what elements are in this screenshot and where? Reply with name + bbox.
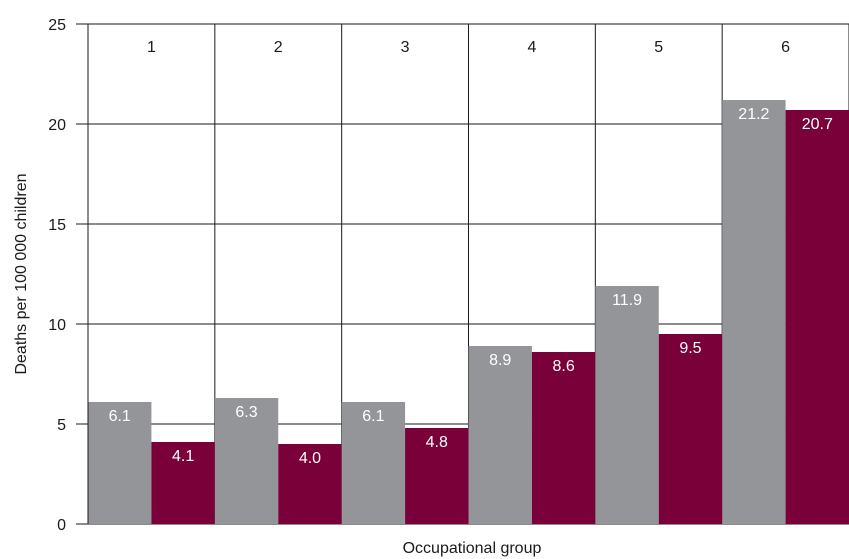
bar-value-label: 4.8 xyxy=(426,434,448,451)
group-label-2: 2 xyxy=(274,39,283,56)
bar-value-label: 4.1 xyxy=(172,448,194,465)
y-tick-label: 25 xyxy=(48,17,66,34)
bar-value-label: 8.6 xyxy=(553,358,575,375)
y-axis-title: Deaths per 100 000 children xyxy=(13,173,30,374)
bar-group3-series2 xyxy=(405,428,469,524)
bar-group4-series1 xyxy=(468,346,532,524)
bar-group4-series2 xyxy=(531,352,596,524)
bar-group2-series1 xyxy=(214,398,279,524)
bar-value-label: 6.3 xyxy=(235,404,257,421)
y-tick-label: 10 xyxy=(48,317,66,334)
group-label-6: 6 xyxy=(781,39,790,56)
group-label-3: 3 xyxy=(401,39,410,56)
bar-group5-series2 xyxy=(658,334,723,524)
bar-value-label: 8.9 xyxy=(489,352,511,369)
bar-value-label: 4.0 xyxy=(299,450,321,467)
bar-group6-series1 xyxy=(722,100,786,524)
bar-group6-series2 xyxy=(785,110,849,524)
labels: 1 6.1 4.1 2 6.3 4.0 3 6.1 4.8 4 8.9 8.6 5 11.9 9.5 6 21.… xyxy=(109,39,833,467)
x-axis-title: Occupational group xyxy=(403,540,542,557)
y-tick-label: 5 xyxy=(57,417,66,434)
bar-group1-series2 xyxy=(151,442,215,524)
bar-group1-series1 xyxy=(88,402,152,524)
bars xyxy=(88,100,849,524)
bar-value-label: 6.1 xyxy=(362,408,384,425)
group-label-5: 5 xyxy=(654,39,663,56)
bar-group2-series2 xyxy=(278,444,342,524)
bar-value-label: 21.2 xyxy=(738,106,769,123)
bar-value-label: 20.7 xyxy=(802,116,833,133)
y-tick-label: 20 xyxy=(48,117,66,134)
bar-value-label: 9.5 xyxy=(679,340,701,357)
bar-value-label: 6.1 xyxy=(109,408,131,425)
y-tick-label: 0 xyxy=(57,517,66,534)
group-label-4: 4 xyxy=(527,39,536,56)
y-tick-label: 15 xyxy=(48,217,66,234)
bar-group3-series1 xyxy=(341,402,406,524)
axes: 0 5 10 15 20 25 xyxy=(48,17,89,534)
bar-group5-series1 xyxy=(595,286,659,524)
bar-value-label: 11.9 xyxy=(612,292,642,309)
group-label-1: 1 xyxy=(147,39,156,56)
